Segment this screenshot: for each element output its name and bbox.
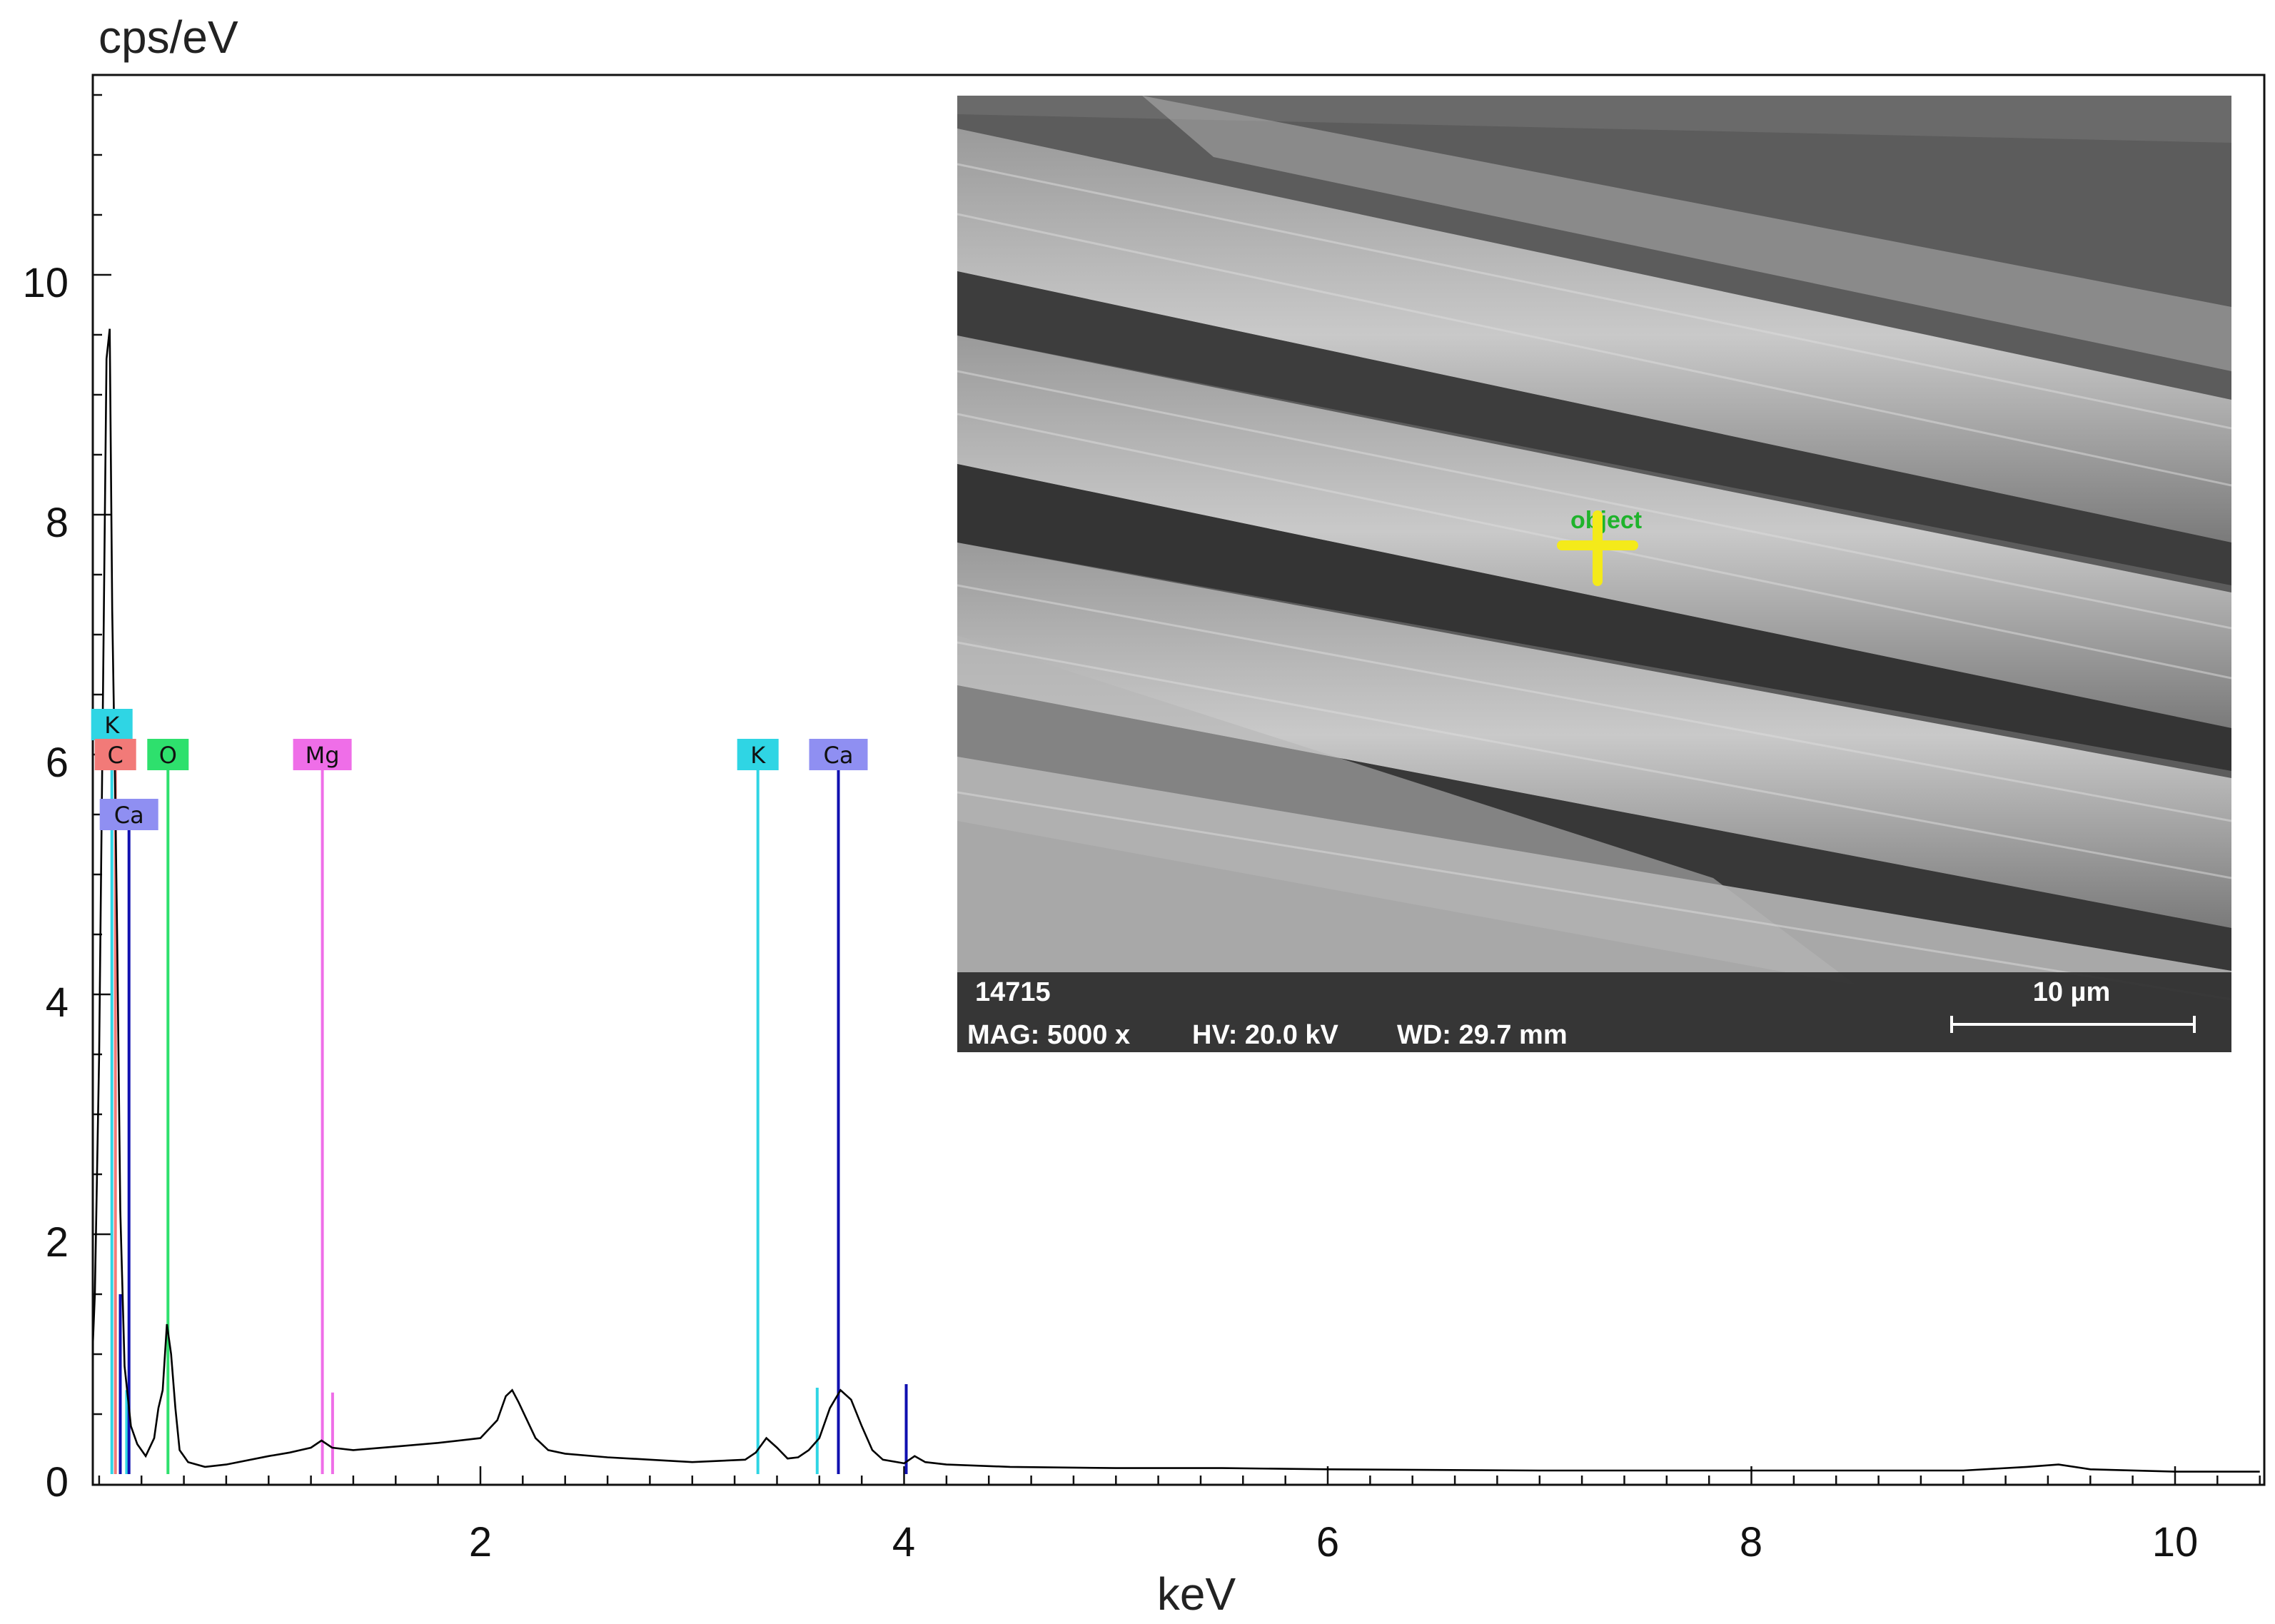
y-tick-label-10: 10 [22, 260, 69, 306]
y-tick-label-2: 2 [46, 1219, 69, 1266]
peak-tag-k: K [737, 739, 779, 770]
sem-info-bar [957, 972, 2231, 1052]
peak-tag-ca: Ca [99, 799, 158, 830]
spectrum-line [93, 328, 2260, 1473]
minor-ticks [93, 94, 2261, 1485]
peak-tag-mg: Mg [293, 739, 352, 770]
plot-frame [91, 74, 2266, 1486]
sem-high-voltage: HV: 20.0 kV [1192, 1020, 1339, 1050]
peak-tag-box [94, 739, 136, 770]
x-tick-labels: 2 4 6 8 10 [469, 1519, 2198, 1565]
peak-tag-o: O [147, 739, 189, 770]
peak-tag-k: K [91, 709, 133, 740]
sem-image-id: 14715 [975, 977, 1051, 1007]
x-tick-label-10: 10 [2152, 1519, 2199, 1565]
peak-tag-label: Ca [824, 742, 854, 769]
peak-tag-label: Mg [306, 742, 340, 769]
peak-tag-box [809, 739, 868, 770]
peak-tag-box [737, 739, 779, 770]
peak-tag-label: K [104, 712, 120, 739]
peak-tag-box [147, 739, 189, 770]
peak-tag-box [293, 739, 352, 770]
peak-tag-label: Ca [114, 802, 144, 829]
y-tick-label-0: 0 [46, 1459, 69, 1506]
element-marker-lines [110, 725, 908, 1474]
sem-inset-image: 14715 MAG: 5000 x HV: 20.0 kV WD: 29.7 m… [957, 96, 2231, 1052]
sem-magnification: MAG: 5000 x [967, 1020, 1130, 1050]
x-tick-label-4: 4 [892, 1519, 915, 1565]
peak-tag-box [99, 799, 158, 830]
sem-working-distance: WD: 29.7 mm [1397, 1020, 1568, 1050]
x-tick-label-6: 6 [1316, 1519, 1339, 1565]
y-tick-label-4: 4 [46, 979, 69, 1026]
y-tick-label-6: 6 [46, 740, 69, 786]
x-axis-title: keV [1157, 1568, 1236, 1620]
sem-point-label: object [1570, 507, 1642, 534]
peak-tag-label: K [750, 742, 766, 769]
peak-tag-label: O [159, 742, 177, 769]
peak-tag-box [91, 709, 133, 740]
peak-tag-label: C [108, 742, 123, 769]
y-tick-labels: 0 2 4 6 8 10 [22, 260, 69, 1506]
x-tick-label-8: 8 [1740, 1519, 1762, 1565]
analysis-point-crosshair-icon [1557, 510, 1638, 586]
peak-tag-c: C [94, 739, 136, 770]
peak-tag-ca: Ca [809, 739, 868, 770]
sem-fiber-texture [957, 96, 2231, 1052]
y-tick-label-8: 8 [46, 500, 69, 546]
x-tick-label-2: 2 [469, 1519, 492, 1565]
sem-scale-label: 10 µm [2033, 977, 2111, 1007]
sem-scale-bar [1950, 1016, 2196, 1033]
y-axis-title: cps/eV [99, 11, 238, 63]
